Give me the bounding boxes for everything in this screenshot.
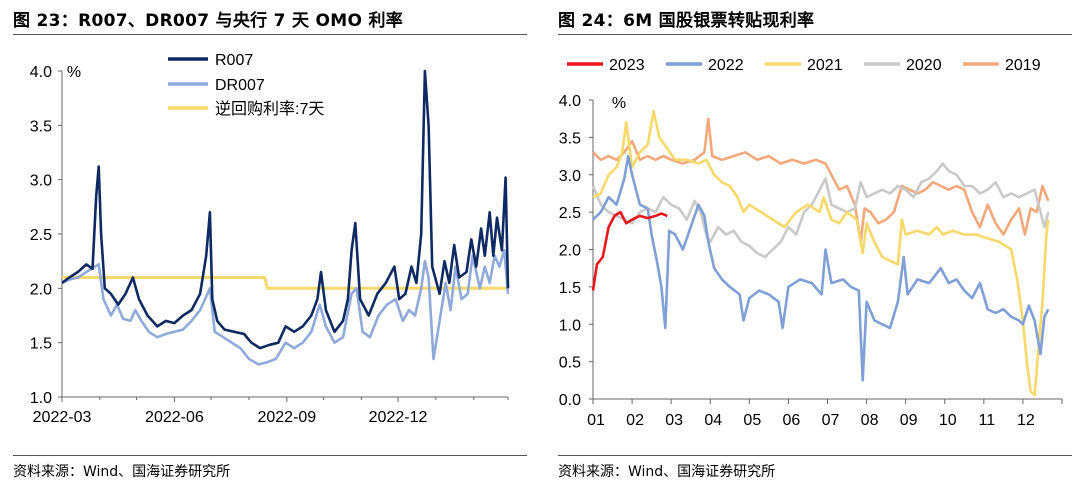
right-legend-label: 2020 [906,57,942,74]
left-title-rule [13,34,527,35]
right-figure: 图 24：6M 国股银票转贴现利率 0.0 0.5 1.0 1.5 2.0 2.5 3.0 3… [545,0,1080,491]
left-figure: 图 23：R007、DR007 与央行 7 天 OMO 利率 1.0 1.5 2.0… [0,0,535,491]
right-chart: 0.0 0.5 1.0 1.5 2.0 2.5 3.0 3.5 4.0 % 01 02 03 04 05 06… [559,57,1063,429]
right-x-tick-label: 10 [939,412,957,429]
left-x-tick-label: 2022-09 [257,409,316,426]
left-chart: 1.0 1.5 2.0 2.5 3.0 3.5 4.0 % 2022-03 2022-06 2022… [30,52,510,426]
right-series-line-2019 [592,117,1050,244]
right-y-tick-label: 0.5 [559,355,581,372]
right-series-line-2021 [592,109,1050,397]
right-y-tick-label: 1.5 [559,280,581,297]
left-y-tick-label: 4.0 [30,64,52,81]
right-x-tick-label: 07 [822,412,840,429]
left-y-tick-label: 3.0 [30,173,52,190]
right-y-tick-label: 0.0 [559,392,581,409]
left-legend-label: 逆回购利率:7天 [215,100,324,118]
right-x-tick-label: 02 [626,412,644,429]
right-legend-label: 2023 [609,57,645,74]
left-source-rule [13,455,527,456]
right-y-tick-label: 3.0 [559,168,581,185]
right-y-tick-label: 3.5 [559,130,581,147]
left-y-tick-label: 2.5 [30,227,52,244]
right-title-rule [558,34,1072,35]
right-y-tick-label: 2.0 [559,243,581,260]
left-legend-label: R007 [215,52,253,69]
right-source-rule [558,455,1072,456]
right-figure-title: 图 24：6M 国股银票转贴现利率 [558,11,815,31]
right-x-tick-label: 03 [665,412,683,429]
left-y-tick-label: 1.0 [30,390,52,407]
right-x-tick-label: 12 [1017,412,1035,429]
right-x-tick-label: 06 [783,412,801,429]
left-series-line-dr007 [61,249,510,366]
right-x-tick-label: 09 [900,412,918,429]
right-series-line-2020 [591,162,1050,259]
right-x-tick-label: 05 [743,412,761,429]
right-x-tick-label: 08 [861,412,879,429]
right-x-tick-label: 11 [979,412,996,429]
left-series-line-r007 [61,69,510,350]
left-x-tick-label: 2022-12 [369,409,428,426]
left-legend-label: DR007 [215,77,265,94]
left-figure-title: 图 23：R007、DR007 与央行 7 天 OMO 利率 [13,11,404,31]
left-x-tick-label: 2022-06 [145,409,204,426]
left-y-tick-label: 3.5 [30,118,52,135]
left-source-note: 资料来源：Wind、国海证券研究所 [13,464,231,480]
right-source-note: 资料来源：Wind、国海证券研究所 [558,464,776,480]
right-y-unit-label: % [612,95,626,112]
right-x-tick-label: 04 [704,412,722,429]
left-x-tick-label: 2022-03 [33,409,92,426]
right-series-line-2022 [592,154,1050,382]
right-y-tick-label: 2.5 [559,205,581,222]
right-legend-label: 2022 [708,57,744,74]
left-y-unit-label: % [67,64,81,81]
right-x-tick-label: 01 [587,412,605,429]
right-series-line-2023 [591,210,668,291]
right-legend-label: 2019 [1005,57,1041,74]
left-y-tick-label: 2.0 [30,281,52,298]
right-legend-label: 2021 [807,57,843,74]
left-series-line-omo7d [62,276,508,290]
right-y-tick-label: 4.0 [559,93,581,110]
left-y-tick-label: 1.5 [30,336,52,353]
right-y-tick-label: 1.0 [559,317,581,334]
